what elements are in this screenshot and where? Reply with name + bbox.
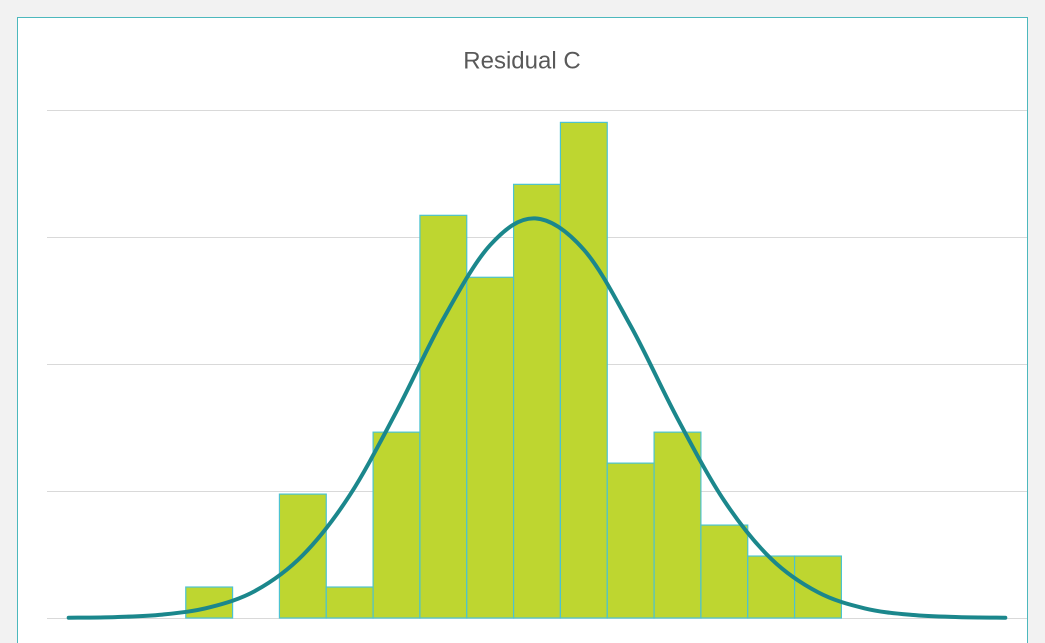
fit-curve <box>66 216 1008 620</box>
bar <box>747 555 796 619</box>
bar <box>559 121 608 619</box>
bar <box>653 431 702 619</box>
bar <box>325 586 374 619</box>
bar <box>793 555 843 619</box>
bar <box>419 214 468 619</box>
chart-title: Residual C <box>463 47 580 74</box>
bar <box>512 183 562 619</box>
bar <box>606 462 655 619</box>
bar <box>466 276 515 619</box>
bar <box>372 431 421 619</box>
bar <box>700 524 749 619</box>
